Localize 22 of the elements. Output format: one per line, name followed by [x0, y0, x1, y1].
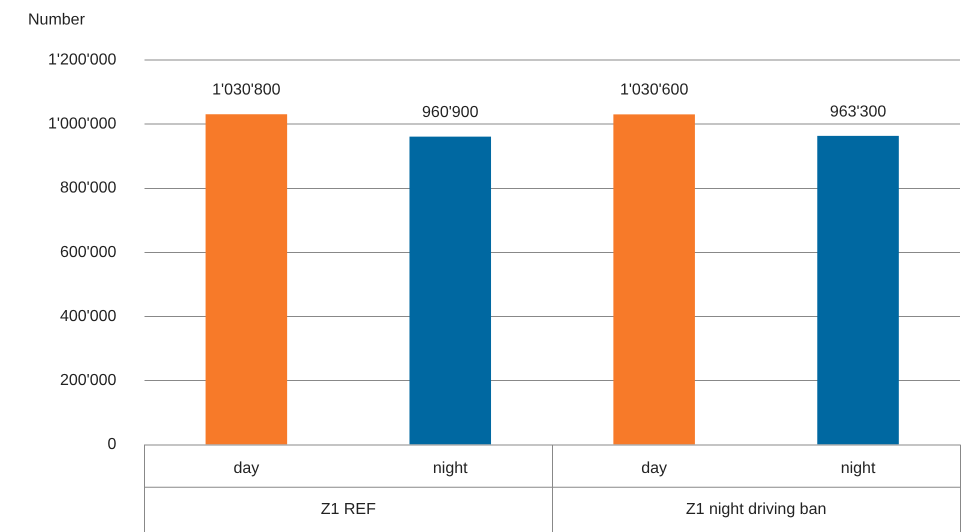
- y-tick-label: 1'200'000: [48, 51, 116, 68]
- data-label: 960'900: [422, 104, 479, 122]
- data-label: 1'030'600: [620, 82, 688, 99]
- y-axis-title: Number: [28, 11, 86, 28]
- text: Z1 REF: [320, 500, 376, 518]
- data-label: 963'300: [830, 103, 886, 120]
- y-tick-label: 400'000: [60, 308, 116, 325]
- y-tick-label: 600'000: [60, 244, 116, 261]
- bar: [206, 114, 288, 444]
- x-tick-label: day: [641, 460, 668, 477]
- data-label: 1'030'800: [212, 82, 281, 99]
- text: Z1 night driving ban: [686, 500, 826, 518]
- y-tick-label: 0: [107, 436, 116, 454]
- bar: [817, 136, 899, 444]
- y-tick-label: 1'000'000: [48, 116, 116, 133]
- bar: [613, 114, 695, 444]
- y-tick-label: 800'000: [60, 180, 116, 197]
- x-tick-label: day: [233, 460, 260, 477]
- y-tick-label: 200'000: [60, 372, 116, 390]
- x-tick-label: night: [840, 460, 876, 477]
- x-tick-label: night: [432, 460, 468, 477]
- bar: [409, 136, 492, 444]
